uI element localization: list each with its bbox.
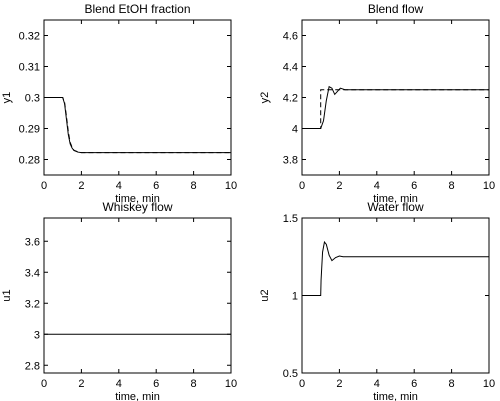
blend-etoh-fraction-y-tick-label: 0.28 [19, 155, 40, 167]
whiskey-flow-y-tick-label: 2.8 [25, 360, 40, 372]
blend-etoh-fraction-x-tick-label: 10 [225, 180, 237, 192]
water-flow-x-tick-label: 2 [336, 378, 342, 390]
whiskey-flow-plot-frame [43, 217, 232, 374]
whiskey-flow-x-tick-label: 2 [78, 378, 84, 390]
whiskey-flow-x-tick-label: 8 [191, 378, 197, 390]
whiskey-flow-y-tick-label: 3.2 [25, 298, 40, 310]
blend-flow-y-tick-label: 3.8 [283, 155, 298, 167]
blend-etoh-fraction-x-tick-label: 6 [153, 180, 159, 192]
blend-flow-x-tick-label: 6 [411, 180, 417, 192]
blend-flow-x-tick-label: 10 [483, 180, 495, 192]
blend-etoh-fraction-y-axis-label: y1 [1, 92, 13, 104]
water-flow-x-tick-label: 6 [411, 378, 417, 390]
water-flow-x-tick-label: 0 [299, 378, 305, 390]
blend-flow-y-axis-label: y2 [259, 92, 271, 104]
blend-etoh-fraction-y-tick-label: 0.32 [19, 31, 40, 43]
blend-etoh-fraction-plot-frame [43, 19, 232, 176]
water-flow-plot-frame [301, 217, 490, 374]
blend-flow-x-tick-label: 2 [336, 180, 342, 192]
whiskey-flow-y-tick-label: 3.4 [25, 267, 40, 279]
blend-flow-y-tick-label: 4 [292, 124, 298, 136]
water-flow-x-tick-label: 4 [374, 378, 380, 390]
blend-etoh-fraction-panel: Blend EtOH fraction 0 2 4 6 8 10 0.28 0.29 0.3 0.3… [1, 2, 237, 205]
whiskey-flow-x-tick-label: 4 [116, 378, 122, 390]
blend-etoh-fraction-y-tick-label: 0.29 [19, 124, 40, 136]
water-flow-x-tick-label: 10 [483, 378, 495, 390]
blend-flow-x-axis-label: time, min [373, 193, 418, 205]
water-flow-y-tick-label: 1 [292, 291, 298, 303]
blend-flow-y-tick-label: 4.4 [283, 62, 298, 74]
blend-flow-title: Blend flow [368, 2, 424, 16]
blend-flow-x-tick-label: 8 [449, 180, 455, 192]
whiskey-flow-title: Whiskey flow [102, 200, 172, 214]
blend-etoh-fraction-title: Blend EtOH fraction [84, 2, 190, 16]
blend-flow-y-tick-label: 4.6 [283, 31, 298, 43]
blend-etoh-fraction-x-tick-label: 8 [191, 180, 197, 192]
water-flow-solid-series-line [302, 240, 489, 296]
blend-flow-x-tick-label: 4 [374, 180, 380, 192]
blend-etoh-fraction-y-tick-label: 0.3 [25, 93, 40, 105]
blend-flow-dashed-series-line [302, 89, 489, 129]
blend-flow-solid-series-line [302, 85, 489, 129]
water-flow-y-tick-label: 0.5 [283, 368, 298, 380]
water-flow-x-tick-label: 8 [449, 378, 455, 390]
water-flow-title: Water flow [367, 200, 424, 214]
blend-flow-y-tick-label: 4.2 [283, 93, 298, 105]
water-flow-y-tick-label: 1.5 [283, 213, 298, 225]
whiskey-flow-y-axis-label: u1 [1, 289, 13, 301]
whiskey-flow-panel: Whiskey flow 0 2 4 6 8 10 2.8 3 3.2 3.4 3.6 time, mi… [1, 200, 237, 401]
blend-flow-x-tick-label: 0 [299, 180, 305, 192]
whiskey-flow-x-tick-label: 0 [41, 378, 47, 390]
blend-etoh-fraction-dashed-series-line [44, 97, 231, 154]
whiskey-flow-x-axis-label: time, min [115, 391, 160, 401]
water-flow-y-axis-label: u2 [259, 289, 271, 301]
blend-etoh-fraction-x-tick-label: 4 [116, 180, 122, 192]
blend-etoh-fraction-x-axis-label: time, min [115, 193, 160, 205]
water-flow-panel: Water flow 0 2 4 6 8 10 0.5 1 1.5 time, min u2 [259, 200, 495, 401]
water-flow-x-axis-label: time, min [373, 391, 418, 401]
whiskey-flow-y-tick-label: 3.6 [25, 236, 40, 248]
whiskey-flow-x-tick-label: 10 [225, 378, 237, 390]
blend-flow-panel: Blend flow 0 2 4 6 8 10 3.8 4 4.2 4.4 4.6 time, min y… [259, 2, 495, 205]
blend-etoh-fraction-x-tick-label: 2 [78, 180, 84, 192]
whiskey-flow-x-tick-label: 6 [153, 378, 159, 390]
blend-etoh-fraction-x-tick-label: 0 [41, 180, 47, 192]
blend-flow-plot-frame [301, 19, 490, 176]
whiskey-flow-y-tick-label: 3 [34, 329, 40, 341]
blend-etoh-fraction-y-tick-label: 0.31 [19, 62, 40, 74]
